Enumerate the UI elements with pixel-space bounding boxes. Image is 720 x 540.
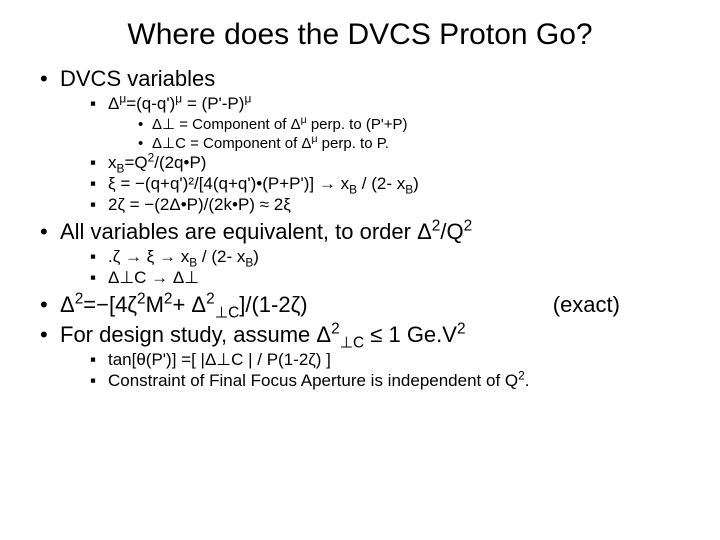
square-bullet: ▪ (90, 247, 108, 267)
square-bullet: ▪ (90, 94, 108, 114)
text: Δ⊥C = Component of Δμ perp. to P. (152, 135, 389, 152)
dot-bullet: • (138, 116, 152, 133)
square-bullet: ▪ (90, 195, 108, 215)
text: .ζ → ξ → xB / (2- xB) (108, 247, 259, 266)
exact-label: (exact) (553, 292, 680, 318)
bullet-zeta: ▪2ζ = −(2Δ•P)/(2k•P) ≈ 2ξ (90, 195, 680, 215)
bullet-design-study: •For design study, assume Δ2⊥C ≤ 1 Ge.V2 (40, 322, 680, 348)
square-bullet: ▪ (90, 350, 108, 370)
bullet-xb: ▪xB=Q2/(2q•P) (90, 153, 680, 173)
bullet-delta-perpc: •Δ⊥C = Component of Δμ perp. to P. (138, 134, 680, 152)
bullet-tan-theta: ▪tan[θ(P')] =[ |Δ⊥C | / P(1-2ζ) ] (90, 350, 680, 370)
bullet-delta-perp: •Δ⊥ = Component of Δμ perp. to (P'+P) (138, 115, 680, 133)
text: Constraint of Final Focus Aperture is in… (108, 371, 529, 390)
square-bullet: ▪ (90, 153, 108, 173)
bullet-perpc-to-perp: ▪Δ⊥C → Δ⊥ (90, 268, 680, 288)
text: All variables are equivalent, to order Δ… (60, 219, 472, 244)
bullet-delta-def: ▪Δμ=(q-q')μ = (P'-P)μ (90, 94, 680, 114)
text: Δ2=−[4ζ2M2+ Δ2⊥C]/(1-2ζ) (60, 292, 308, 317)
bullet-chain: ▪.ζ → ξ → xB / (2- xB) (90, 247, 680, 267)
square-bullet: ▪ (90, 371, 108, 391)
bullet-delta2-exact: •Δ2=−[4ζ2M2+ Δ2⊥C]/(1-2ζ) (exact) (40, 292, 680, 318)
bullet-dot: • (40, 292, 60, 318)
text: DVCS variables (60, 66, 215, 91)
text: For design study, assume Δ2⊥C ≤ 1 Ge.V2 (60, 322, 466, 347)
text: ξ = −(q+q')²/[4(q+q')•(P+P')] → xB / (2-… (108, 174, 419, 193)
text: Δ⊥C → Δ⊥ (108, 268, 199, 287)
bullet-dot: • (40, 66, 60, 92)
bullet-dot: • (40, 322, 60, 348)
bullet-dvcs-vars: •DVCS variables (40, 66, 680, 92)
slide-title: Where does the DVCS Proton Go? (40, 18, 680, 52)
text: 2ζ = −(2Δ•P)/(2k•P) ≈ 2ξ (108, 195, 291, 214)
text: xB=Q2/(2q•P) (108, 153, 206, 172)
bullet-dot: • (40, 219, 60, 245)
square-bullet: ▪ (90, 268, 108, 288)
text: tan[θ(P')] =[ |Δ⊥C | / P(1-2ζ) ] (108, 350, 331, 369)
bullet-xi: ▪ξ = −(q+q')²/[4(q+q')•(P+P')] → xB / (2… (90, 174, 680, 194)
text: Δμ=(q-q')μ = (P'-P)μ (108, 94, 251, 113)
text: Δ⊥ = Component of Δμ perp. to (P'+P) (152, 116, 407, 133)
square-bullet: ▪ (90, 174, 108, 194)
bullet-all-equiv: •All variables are equivalent, to order … (40, 219, 680, 245)
bullet-constraint: ▪Constraint of Final Focus Aperture is i… (90, 371, 680, 391)
